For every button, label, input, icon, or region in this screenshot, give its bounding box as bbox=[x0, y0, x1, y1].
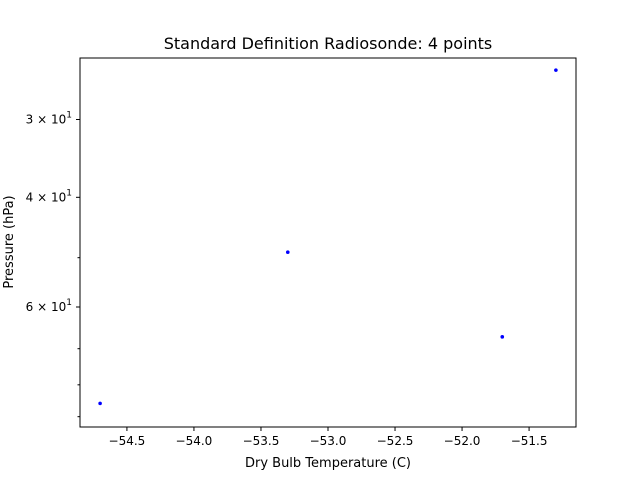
data-point bbox=[98, 401, 102, 406]
y-tick-label-exponent: 1 bbox=[66, 110, 72, 120]
x-tick-label: −54.0 bbox=[176, 434, 213, 448]
y-tick-label-exponent: 1 bbox=[66, 298, 72, 308]
data-point bbox=[285, 250, 290, 255]
x-tick-label: −52.5 bbox=[377, 434, 414, 448]
x-axis-label: Dry Bulb Temperature (C) bbox=[245, 456, 411, 471]
y-axis-label: Pressure (hPa) bbox=[2, 195, 17, 288]
x-tick-label: −54.5 bbox=[109, 434, 146, 448]
y-tick-label-base: 4 × 10 bbox=[26, 190, 67, 204]
data-point bbox=[554, 68, 558, 72]
plot-area-frame bbox=[79, 57, 577, 428]
chart-title: Standard Definition Radiosonde: 4 points bbox=[164, 34, 493, 53]
y-tick-label: 6 × 101 bbox=[26, 298, 72, 314]
x-tick-label: −53.0 bbox=[310, 434, 347, 448]
y-tick-label-base: 3 × 10 bbox=[26, 112, 67, 126]
data-points bbox=[98, 68, 558, 406]
x-tick-label: −52.0 bbox=[444, 434, 481, 448]
y-tick-label: 4 × 101 bbox=[26, 188, 72, 204]
data-point bbox=[500, 335, 505, 339]
x-tick-label: −53.5 bbox=[243, 434, 280, 448]
x-tick-label: −51.5 bbox=[511, 434, 548, 448]
y-tick-label-base: 6 × 10 bbox=[26, 300, 67, 314]
y-tick-label-exponent: 1 bbox=[66, 188, 72, 198]
y-tick-label: 3 × 101 bbox=[26, 110, 72, 126]
x-axis: −54.5 −54.0 −53.5 −53.0 −52.5 −52.0 −51.5 bbox=[109, 427, 548, 448]
